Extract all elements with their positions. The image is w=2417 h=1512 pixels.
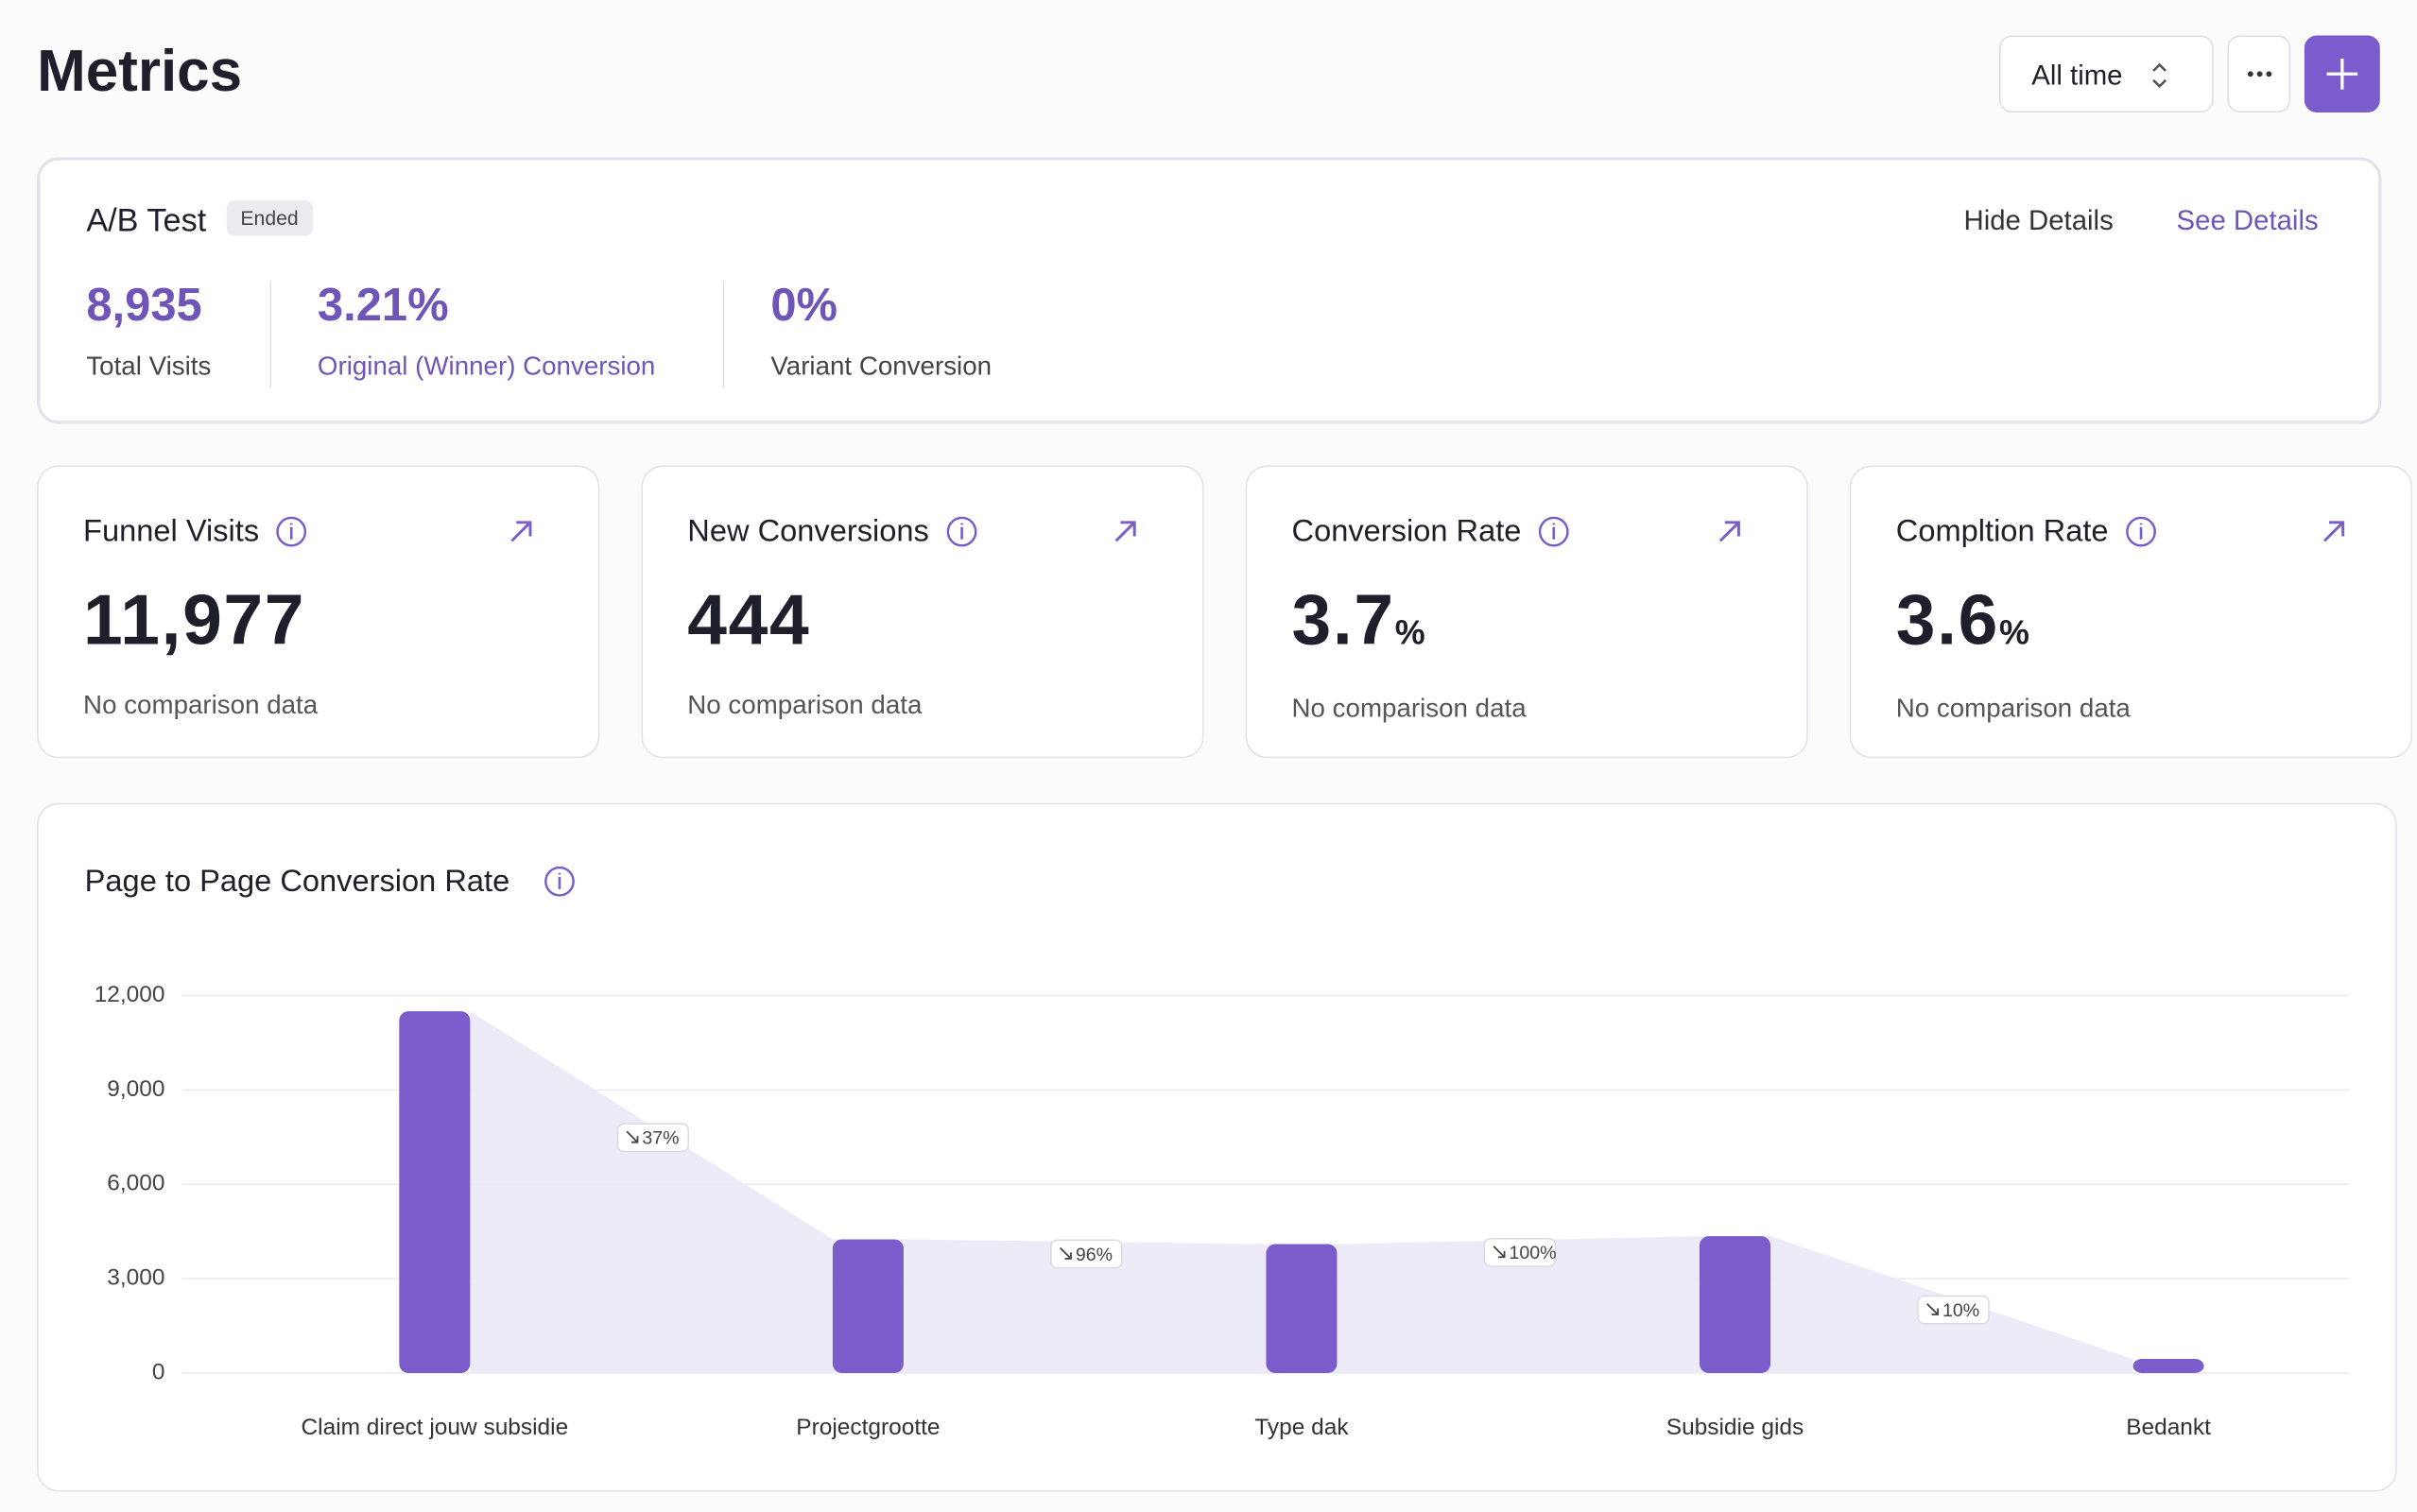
- dots: [2247, 71, 2272, 77]
- step-label: 37%: [642, 1128, 679, 1149]
- step-label: 100%: [1509, 1243, 1556, 1263]
- hide-details[interactable]: Hide Details: [1963, 204, 2114, 236]
- ab-title: A/B Test: [86, 203, 207, 239]
- bar: [1266, 1244, 1338, 1373]
- badge-bg: [1049, 1239, 1123, 1269]
- x-tick-label: Claim direct jouw subsidie: [302, 1415, 569, 1440]
- stat-label: Variant Conversion: [770, 351, 993, 381]
- bar: [1700, 1236, 1771, 1373]
- card-value: 444: [687, 578, 810, 662]
- card-value: 11,977: [83, 578, 305, 662]
- y-tick-label: 6,000: [107, 1171, 164, 1196]
- ab-test-panel: A/B Test Ended Hide Details See Details …: [37, 157, 2382, 424]
- value: 444: [687, 579, 811, 660]
- unit: %: [1998, 613, 2031, 652]
- card-title: New Conversions: [687, 514, 929, 549]
- x-tick-label: Projectgrootte: [796, 1415, 940, 1440]
- card-note: No comparison data: [83, 690, 319, 720]
- badge-bg: [1917, 1295, 1990, 1325]
- x-tick-label: Type dak: [1254, 1415, 1349, 1440]
- info-icon: [946, 516, 977, 547]
- value: 3.6: [1895, 579, 1999, 660]
- card-note: No comparison data: [1291, 693, 1527, 723]
- x-tick-label: Bedankt: [2126, 1415, 2211, 1440]
- metric-card: Funnel Visits 11,977 No comparison data: [37, 465, 600, 759]
- y-tick-label: 9,000: [107, 1076, 164, 1102]
- badge-bg: [616, 1123, 690, 1153]
- step-badge: 37%: [616, 1123, 690, 1153]
- y-tick-label: 12,000: [95, 982, 165, 1007]
- unit: %: [1394, 613, 1427, 652]
- page-title: Metrics: [37, 40, 243, 105]
- metric-card: Compltion Rate 3.6% No comparison data: [1849, 465, 2413, 759]
- x-tick-label: Subsidie gids: [1666, 1415, 1804, 1440]
- see-details[interactable]: See Details: [2176, 204, 2319, 236]
- range-label: All time: [2031, 60, 2123, 92]
- step-badge: 100%: [1483, 1237, 1557, 1267]
- divider: [269, 280, 272, 388]
- badge-bg: [1483, 1237, 1557, 1267]
- trend-link[interactable]: [506, 516, 537, 547]
- card-title: Compltion Rate: [1895, 514, 2109, 549]
- trend-link[interactable]: [1714, 516, 1745, 547]
- down-arrow: [1493, 1246, 1506, 1259]
- card-note: No comparison data: [1895, 693, 2131, 723]
- plus: [2326, 58, 2358, 90]
- y-tick-label: 3,000: [107, 1265, 164, 1291]
- info-icon: [1538, 516, 1569, 547]
- step-label: 96%: [1076, 1245, 1113, 1265]
- status-badge: Ended: [226, 199, 313, 236]
- card-value: 3.7%: [1292, 578, 1427, 662]
- down-arrow: [1059, 1246, 1072, 1260]
- info-icon: [2126, 516, 2156, 547]
- metric-card: New Conversions 444 No comparison data: [641, 465, 1204, 759]
- divider: [722, 280, 725, 388]
- step-badge: 10%: [1917, 1295, 1990, 1325]
- more-button[interactable]: [2227, 35, 2291, 113]
- step-label: 10%: [1942, 1300, 1979, 1321]
- chart-card: Page to Page Conversion Rate 0 3,000 6,000…: [37, 802, 2397, 1492]
- chevrons: [2152, 62, 2167, 89]
- card-title: Conversion Rate: [1291, 514, 1522, 549]
- down-arrow: [626, 1130, 639, 1143]
- chart: Page to Page Conversion Rate 0 3,000 6,000…: [85, 863, 2350, 1440]
- card-note: No comparison data: [687, 690, 923, 720]
- card-value: 3.6%: [1896, 578, 2031, 662]
- card-title: Funnel Visits: [83, 514, 260, 549]
- trend-link[interactable]: [2319, 516, 2350, 547]
- stat-value: 3.21%: [317, 280, 449, 332]
- value: 3.7: [1291, 579, 1395, 660]
- down-arrow: [1926, 1302, 1940, 1315]
- bar: [2132, 1358, 2204, 1373]
- bar: [832, 1239, 904, 1373]
- info-icon: [544, 866, 575, 897]
- chart-title: Page to Page Conversion Rate: [85, 863, 510, 898]
- add-button[interactable]: [2304, 35, 2380, 113]
- stat-value: 0%: [770, 280, 838, 332]
- trend-link[interactable]: [1110, 516, 1141, 547]
- metric-card: Conversion Rate 3.7% No comparison data: [1245, 465, 1808, 759]
- range-select[interactable]: All time: [1999, 35, 2214, 113]
- bar: [399, 1011, 471, 1373]
- value: 11,977: [83, 579, 306, 660]
- stat-label: Original (Winner) Conversion: [317, 351, 656, 381]
- stat-label: Total Visits: [86, 351, 212, 381]
- step-badge: 96%: [1049, 1239, 1123, 1269]
- stat-value: 8,935: [86, 280, 202, 332]
- y-tick-label: 0: [152, 1359, 165, 1384]
- info-icon: [276, 516, 307, 547]
